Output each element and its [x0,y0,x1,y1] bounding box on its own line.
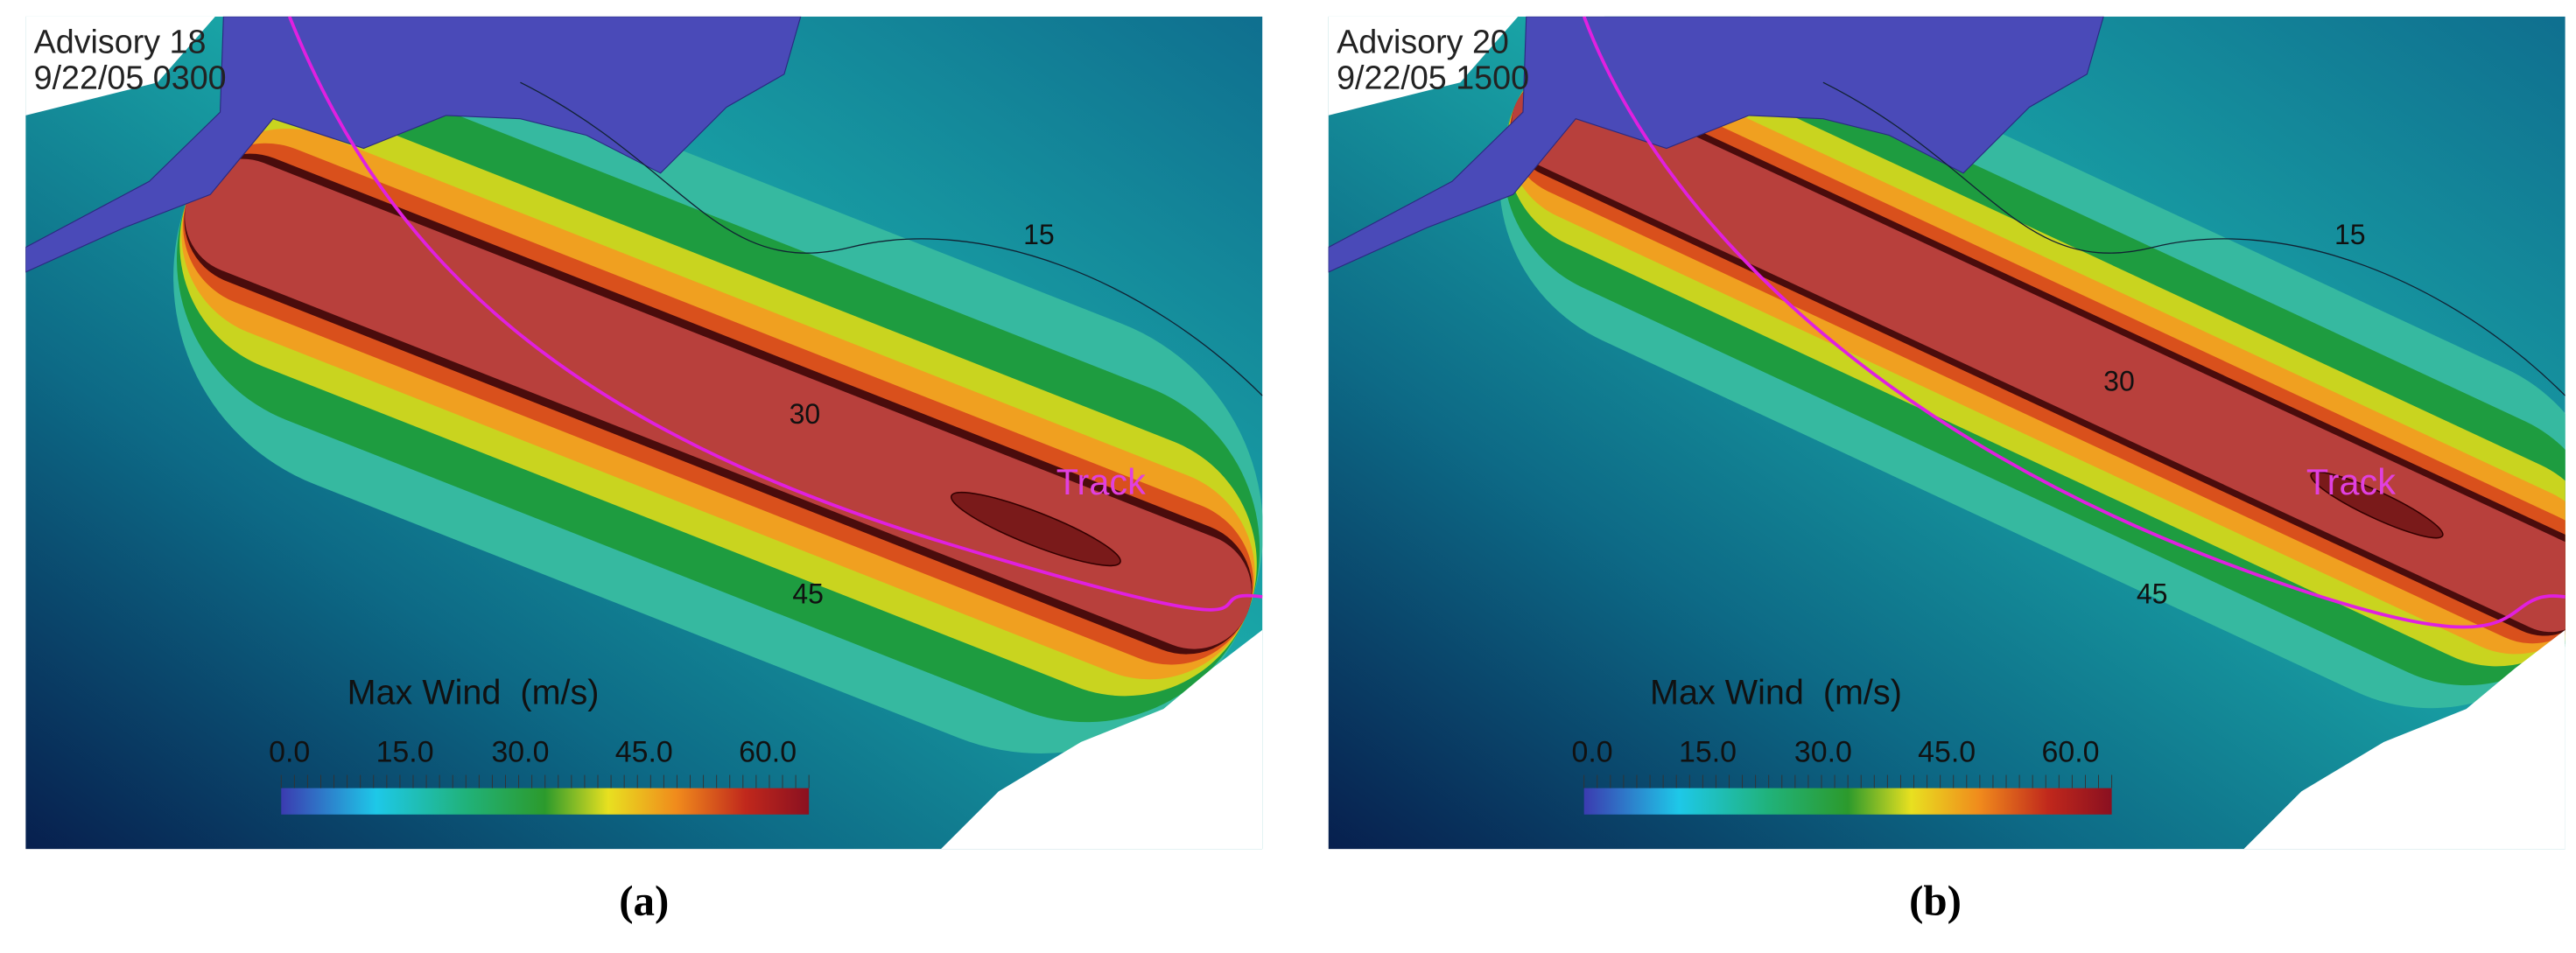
eye-core [951,491,1121,567]
wind-contour-band [1511,76,2565,633]
colorbar-title: Max Wind (m/s) [347,674,600,712]
contour-label: 30 [2103,366,2135,397]
map-panel: Advisory 209/22/05 1500 15 30 45 Track Max Wi… [1328,16,2565,850]
wind-contour-band [185,158,1252,649]
panel-caption: (a) [619,877,669,925]
land [25,16,802,273]
coast-cutout [2243,629,2565,850]
map-panel: Advisory 189/22/05 0300 15 30 45 Track Max Wi… [25,16,1263,850]
contour-line [520,81,1263,396]
contour-label: 30 [790,398,821,430]
track-line [1582,16,2565,629]
colorbar-tick-label: 60.0 [739,735,797,768]
map [25,16,1263,850]
panel-caption: (b) [1909,877,1962,925]
colorbar [1583,788,2112,815]
colorbar [281,788,810,815]
white-corner [1328,16,1519,116]
colorbar-tick-label: 15.0 [376,735,434,768]
colorbar-tick-label: 0.0 [269,735,310,768]
eye-core [2310,471,2444,539]
advisory-title: Advisory 20 [1337,23,1509,60]
advisory-title: Advisory 18 [34,23,207,60]
colorbar-tick-label: 0.0 [1572,735,1613,768]
colorbar-tick-label: 45.0 [615,735,673,768]
colorbar-tick-label: 30.0 [1794,735,1852,768]
contour-label: 45 [2137,578,2168,610]
wind-band [1499,16,2565,709]
colorbar-tick-label: 15.0 [1679,735,1737,768]
contour-label: 45 [792,578,824,610]
map [1328,16,2565,850]
contour-label: 15 [1023,219,1055,250]
track-line [287,16,1263,612]
contour-label: 15 [2334,219,2366,250]
coast-cutout [940,629,1263,850]
colorbar-tick-label: 60.0 [2041,735,2099,768]
land [1328,16,2104,273]
track-label: Track [1056,461,1146,502]
advisory-time: 9/22/05 0300 [34,60,227,96]
colorbar-tick-label: 45.0 [1918,735,1976,768]
track-label: Track [2306,461,2396,502]
white-corner [25,16,215,116]
wind-band [173,54,1263,753]
contour-line [1822,81,2565,396]
colorbar-tick-label: 30.0 [491,735,549,768]
colorbar-title: Max Wind (m/s) [1650,674,1902,712]
advisory-time: 9/22/05 1500 [1337,60,1529,96]
